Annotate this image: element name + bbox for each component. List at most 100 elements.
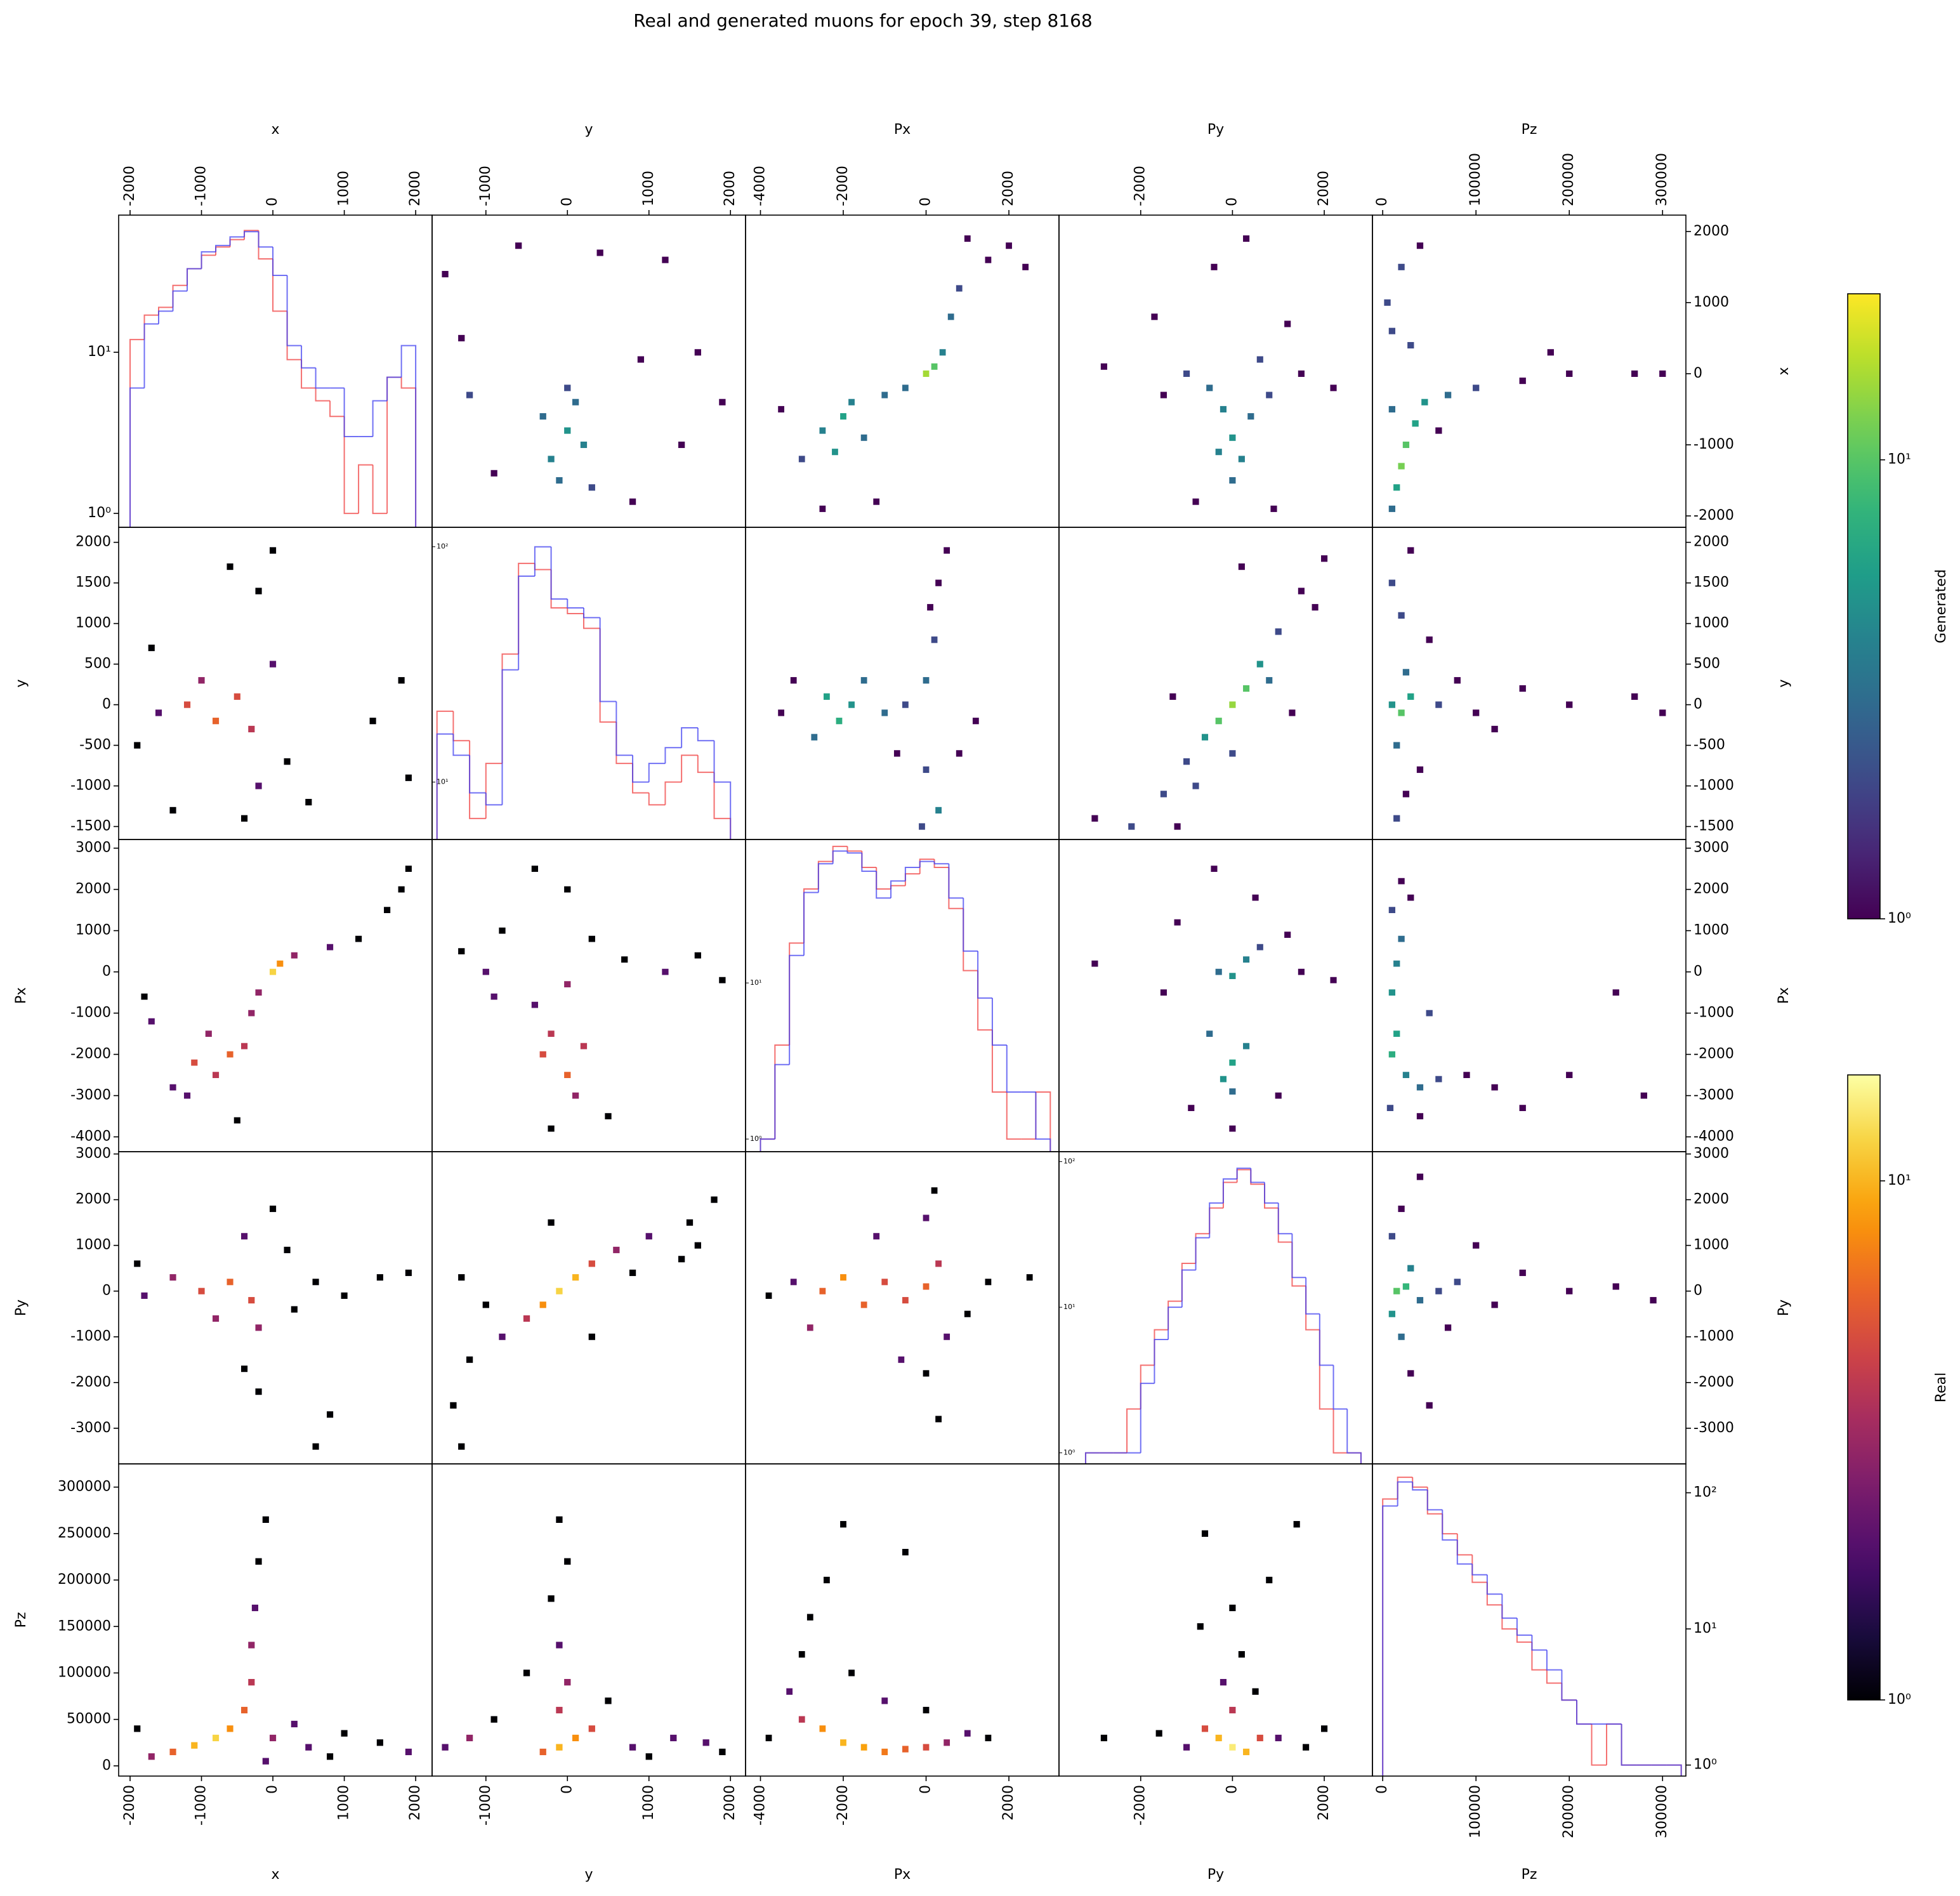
heatmap-cell [1330, 385, 1337, 392]
histogram-step [1154, 1329, 1169, 1366]
heatmap-cell [1407, 342, 1414, 349]
histogram-step [187, 268, 202, 291]
histogram-step [1442, 1510, 1457, 1541]
histogram-step [1006, 1092, 1022, 1140]
heatmap [1388, 547, 1666, 822]
panel-frame [431, 1151, 746, 1465]
heatmap-cell [284, 758, 291, 765]
histogram-step [550, 546, 568, 600]
heatmap-cell [1386, 1105, 1394, 1111]
heatmap-cell [1293, 1521, 1300, 1528]
x-tick-label: 1000 [336, 171, 352, 206]
x-tick-label: 300000 [1654, 1785, 1670, 1838]
heatmap-cell [1252, 1688, 1259, 1695]
heatmap [134, 1206, 412, 1450]
heatmap-cell [148, 1753, 155, 1760]
histogram-step [172, 290, 188, 312]
heatmap-cell [248, 1642, 255, 1649]
y-tick-label: 0 [102, 1758, 111, 1774]
heatmap-cell [613, 1246, 620, 1253]
histogram-step [681, 727, 698, 748]
histogram-step [143, 314, 159, 340]
heatmap-cell [860, 1301, 867, 1308]
y-tick-label: 250000 [58, 1525, 111, 1541]
heatmap-cell [548, 456, 555, 463]
heatmap-cell [923, 1283, 930, 1290]
heatmap-cell [1402, 1283, 1410, 1290]
heatmap-cell [923, 1215, 930, 1221]
histogram-step [1209, 1207, 1223, 1234]
heatmap-cell [1463, 1072, 1470, 1078]
y-tick-label: 10⁰ [750, 1135, 762, 1143]
heatmap-cell [719, 977, 726, 984]
histogram [1382, 1477, 1682, 1776]
x-tick-label: 2000 [1316, 171, 1332, 206]
x-tick-label: 0 [1224, 197, 1240, 206]
histogram-step [1621, 1724, 1637, 1766]
heatmap-cell [248, 1678, 255, 1686]
heatmap-cell [1491, 725, 1498, 733]
heatmap-cell [255, 989, 262, 996]
histogram-step [534, 546, 551, 577]
heatmap-cell [1388, 327, 1396, 334]
heatmap-cell [1566, 1072, 1573, 1078]
heatmap-cell [572, 398, 579, 405]
heatmap-cell [384, 907, 391, 914]
histogram-step [948, 867, 964, 909]
heatmap-cell [819, 1287, 826, 1294]
heatmap-cell [935, 806, 942, 814]
histogram-step [436, 733, 454, 839]
colorbar [1847, 1074, 1881, 1701]
heatmap-cell [1215, 449, 1222, 456]
heatmap-cell [1388, 405, 1396, 413]
x-tick-label: 2000 [722, 1785, 738, 1820]
histogram-step [518, 562, 535, 654]
heatmap-cell [956, 285, 963, 292]
heatmap-cell [572, 1734, 579, 1742]
histogram-step [1621, 1724, 1637, 1766]
histogram-step [1319, 1313, 1334, 1366]
heatmap-cell [819, 505, 826, 512]
heatmap-cell [1183, 758, 1190, 765]
colorbar-label: Generated [1933, 569, 1949, 643]
heatmap-cell [694, 952, 701, 959]
heatmap-cell [840, 413, 846, 420]
heatmap-cell [1407, 1265, 1414, 1272]
histogram-step [1277, 1208, 1292, 1243]
heatmap-cell [985, 1734, 992, 1742]
histogram [760, 845, 1051, 1152]
heatmap-cell [248, 725, 255, 733]
x-tick-label: -2000 [122, 166, 138, 206]
heatmap-cell [269, 1206, 277, 1213]
heatmap-cell [1519, 1105, 1526, 1111]
heatmap-cell [212, 718, 220, 725]
heatmap-cell [269, 968, 277, 975]
heatmap-cell [523, 1315, 530, 1322]
heatmap-cell [248, 1010, 255, 1017]
heatmap-cell [490, 993, 497, 1000]
x-tick-label: 1000 [336, 1785, 352, 1820]
heatmap-cell [1412, 420, 1419, 427]
heatmap-cell [515, 242, 522, 249]
heatmap-cell [141, 993, 148, 1000]
histogram-step [832, 850, 848, 864]
y-tick-label: -1000 [70, 1005, 111, 1021]
heatmap-cell [923, 370, 930, 377]
y-tick-label: -1000 [1694, 437, 1734, 452]
histogram-step [215, 246, 230, 256]
heatmap-cell [458, 1274, 465, 1281]
y-axis-label: Py [1776, 1300, 1792, 1316]
heatmap [1100, 1521, 1328, 1756]
histogram-step [1181, 1263, 1196, 1301]
heatmap [778, 547, 979, 830]
histogram-step [286, 275, 302, 346]
heatmap-cell [944, 1739, 950, 1746]
histogram-step [681, 754, 698, 782]
heatmap-cell [1426, 1010, 1433, 1017]
heatmap-cell [1435, 1287, 1442, 1294]
heatmap-cell [902, 385, 909, 392]
histogram-step [1531, 1635, 1547, 1651]
x-tick-label: 2000 [722, 171, 738, 206]
heatmap-cell [183, 1092, 191, 1099]
heatmap-cell [956, 750, 963, 757]
